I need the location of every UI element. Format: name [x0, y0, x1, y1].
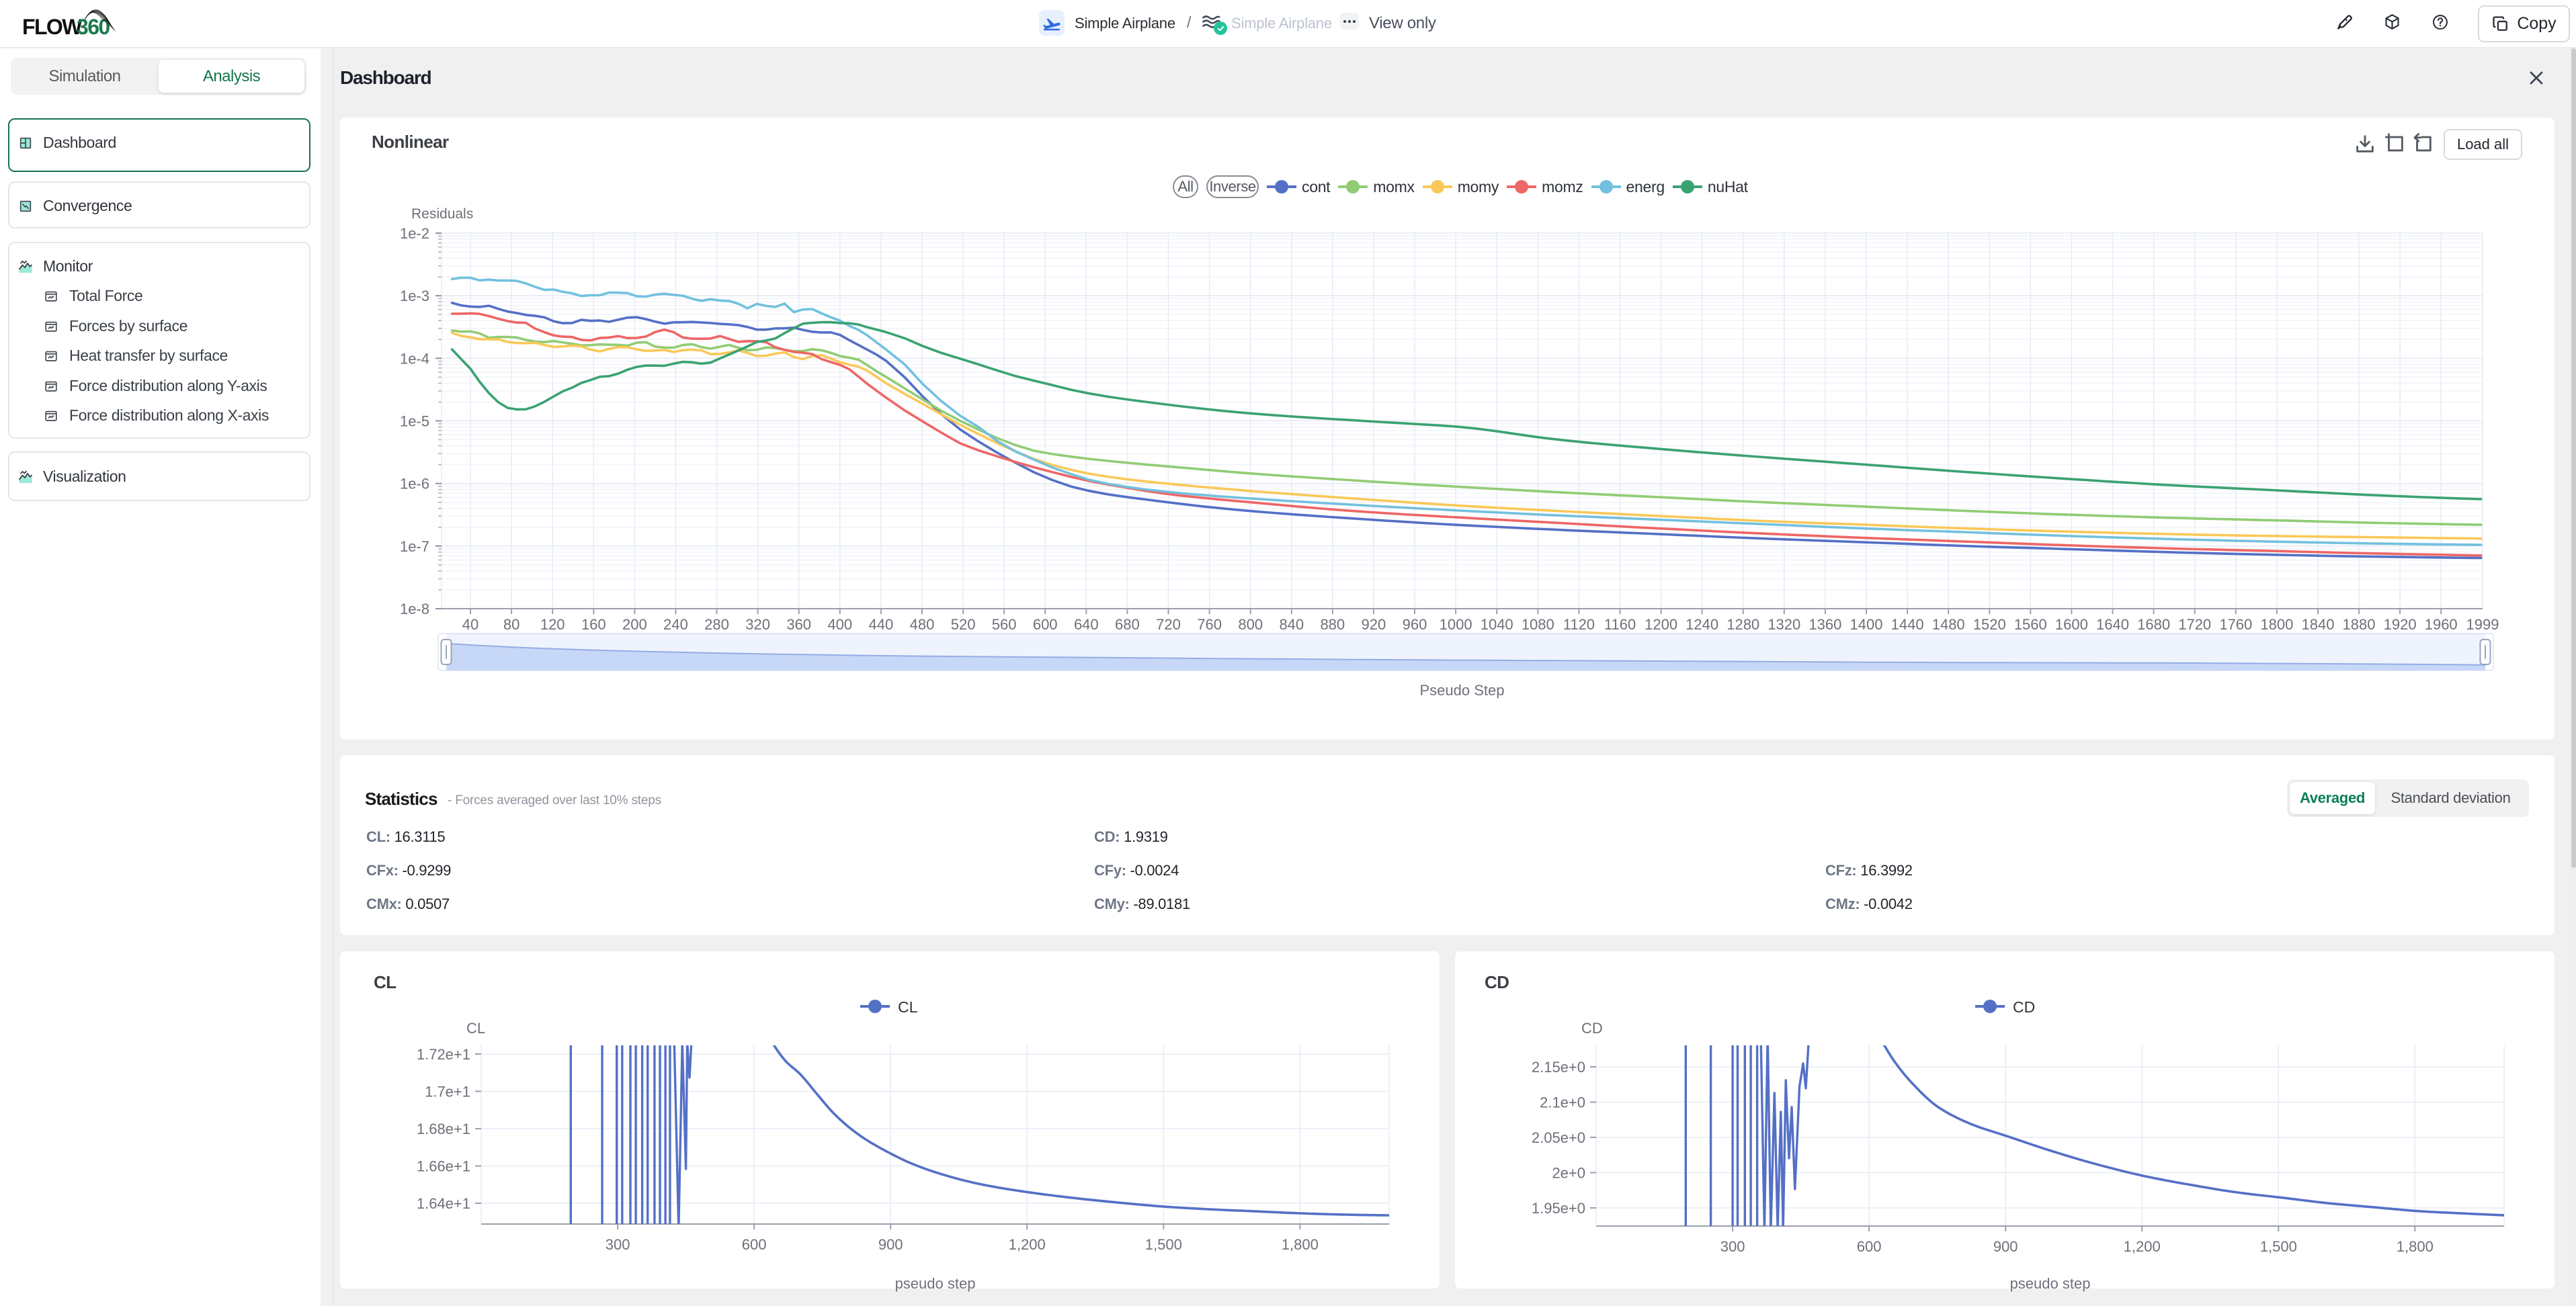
- svg-text:1.66e+1: 1.66e+1: [417, 1158, 470, 1175]
- svg-text:440: 440: [869, 616, 894, 633]
- svg-text:1400: 1400: [1850, 616, 1883, 633]
- svg-text:320: 320: [745, 616, 770, 633]
- svg-text:2.1e+0: 2.1e+0: [1540, 1094, 1585, 1111]
- svg-text:680: 680: [1115, 616, 1140, 633]
- svg-text:280: 280: [704, 616, 729, 633]
- svg-text:CL: CL: [898, 998, 918, 1016]
- svg-text:300: 300: [606, 1236, 630, 1253]
- svg-text:1e-7: 1e-7: [400, 538, 429, 555]
- svg-text:360: 360: [786, 616, 811, 633]
- svg-text:900: 900: [878, 1236, 903, 1253]
- svg-text:1.7e+1: 1.7e+1: [425, 1084, 470, 1100]
- svg-text:1,800: 1,800: [2397, 1238, 2434, 1255]
- svg-text:Pseudo Step: Pseudo Step: [1420, 682, 1505, 699]
- svg-text:1760: 1760: [2219, 616, 2252, 633]
- svg-text:1080: 1080: [1522, 616, 1554, 633]
- svg-text:CL: CL: [466, 1020, 485, 1037]
- svg-text:80: 80: [503, 616, 520, 633]
- svg-text:800: 800: [1238, 616, 1263, 633]
- svg-text:Residuals: Residuals: [411, 206, 473, 222]
- svg-text:1600: 1600: [2055, 616, 2088, 633]
- svg-text:1e-4: 1e-4: [400, 350, 429, 367]
- svg-text:1160: 1160: [1604, 616, 1636, 633]
- svg-text:1000: 1000: [1440, 616, 1472, 633]
- svg-text:1280: 1280: [1727, 616, 1759, 633]
- svg-text:300: 300: [1720, 1238, 1745, 1255]
- svg-text:1840: 1840: [2302, 616, 2335, 633]
- svg-text:200: 200: [622, 616, 647, 633]
- svg-text:FLOW: FLOW: [22, 15, 83, 39]
- svg-text:1e-5: 1e-5: [400, 413, 429, 430]
- svg-text:600: 600: [742, 1236, 767, 1253]
- svg-text:520: 520: [951, 616, 976, 633]
- svg-text:1920: 1920: [2384, 616, 2417, 633]
- svg-text:1.72e+1: 1.72e+1: [417, 1046, 470, 1063]
- svg-text:600: 600: [1033, 616, 1058, 633]
- svg-text:900: 900: [1993, 1238, 2018, 1255]
- svg-text:1640: 1640: [2096, 616, 2129, 633]
- svg-text:2.15e+0: 2.15e+0: [1532, 1059, 1585, 1076]
- svg-text:1040: 1040: [1481, 616, 1513, 633]
- svg-text:120: 120: [540, 616, 565, 633]
- svg-text:1440: 1440: [1891, 616, 1924, 633]
- svg-text:1520: 1520: [1973, 616, 2006, 633]
- svg-text:pseudo step: pseudo step: [2010, 1275, 2091, 1292]
- svg-text:400: 400: [827, 616, 852, 633]
- svg-text:1880: 1880: [2343, 616, 2376, 633]
- svg-text:1960: 1960: [2425, 616, 2458, 633]
- svg-text:40: 40: [462, 616, 479, 633]
- svg-text:720: 720: [1156, 616, 1181, 633]
- svg-text:1800: 1800: [2260, 616, 2293, 633]
- svg-text:240: 240: [663, 616, 688, 633]
- svg-text:1360: 1360: [1809, 616, 1841, 633]
- svg-text:560: 560: [992, 616, 1017, 633]
- svg-text:880: 880: [1320, 616, 1345, 633]
- svg-text:960: 960: [1403, 616, 1427, 633]
- svg-text:600: 600: [1857, 1238, 1882, 1255]
- svg-text:1320: 1320: [1768, 616, 1800, 633]
- svg-text:1e-6: 1e-6: [400, 476, 429, 492]
- svg-text:CD: CD: [1581, 1020, 1603, 1037]
- svg-text:2e+0: 2e+0: [1552, 1165, 1585, 1182]
- svg-text:1e-2: 1e-2: [400, 225, 429, 242]
- svg-text:1240: 1240: [1686, 616, 1718, 633]
- svg-text:1.95e+0: 1.95e+0: [1532, 1200, 1585, 1217]
- svg-text:640: 640: [1074, 616, 1099, 633]
- svg-text:1200: 1200: [1645, 616, 1677, 633]
- svg-text:pseudo step: pseudo step: [895, 1275, 976, 1292]
- svg-text:1120: 1120: [1563, 616, 1595, 633]
- svg-text:1,200: 1,200: [1009, 1236, 1046, 1253]
- svg-text:480: 480: [910, 616, 935, 633]
- svg-text:1680: 1680: [2137, 616, 2170, 633]
- svg-text:1,500: 1,500: [1145, 1236, 1182, 1253]
- svg-text:160: 160: [581, 616, 606, 633]
- svg-text:1720: 1720: [2178, 616, 2211, 633]
- svg-text:1.64e+1: 1.64e+1: [417, 1195, 470, 1212]
- svg-text:1999: 1999: [2466, 616, 2499, 633]
- svg-text:1.68e+1: 1.68e+1: [417, 1121, 470, 1137]
- svg-text:1480: 1480: [1932, 616, 1965, 633]
- svg-text:840: 840: [1279, 616, 1304, 633]
- svg-text:920: 920: [1362, 616, 1386, 633]
- svg-text:1e-3: 1e-3: [400, 288, 429, 304]
- svg-text:1,800: 1,800: [1282, 1236, 1319, 1253]
- svg-text:1560: 1560: [2014, 616, 2047, 633]
- svg-text:1,200: 1,200: [2124, 1238, 2161, 1255]
- svg-text:2.05e+0: 2.05e+0: [1532, 1129, 1585, 1146]
- svg-text:760: 760: [1197, 616, 1222, 633]
- svg-text:CD: CD: [2013, 998, 2035, 1016]
- svg-text:1e-8: 1e-8: [400, 601, 429, 617]
- svg-text:1,500: 1,500: [2260, 1238, 2297, 1255]
